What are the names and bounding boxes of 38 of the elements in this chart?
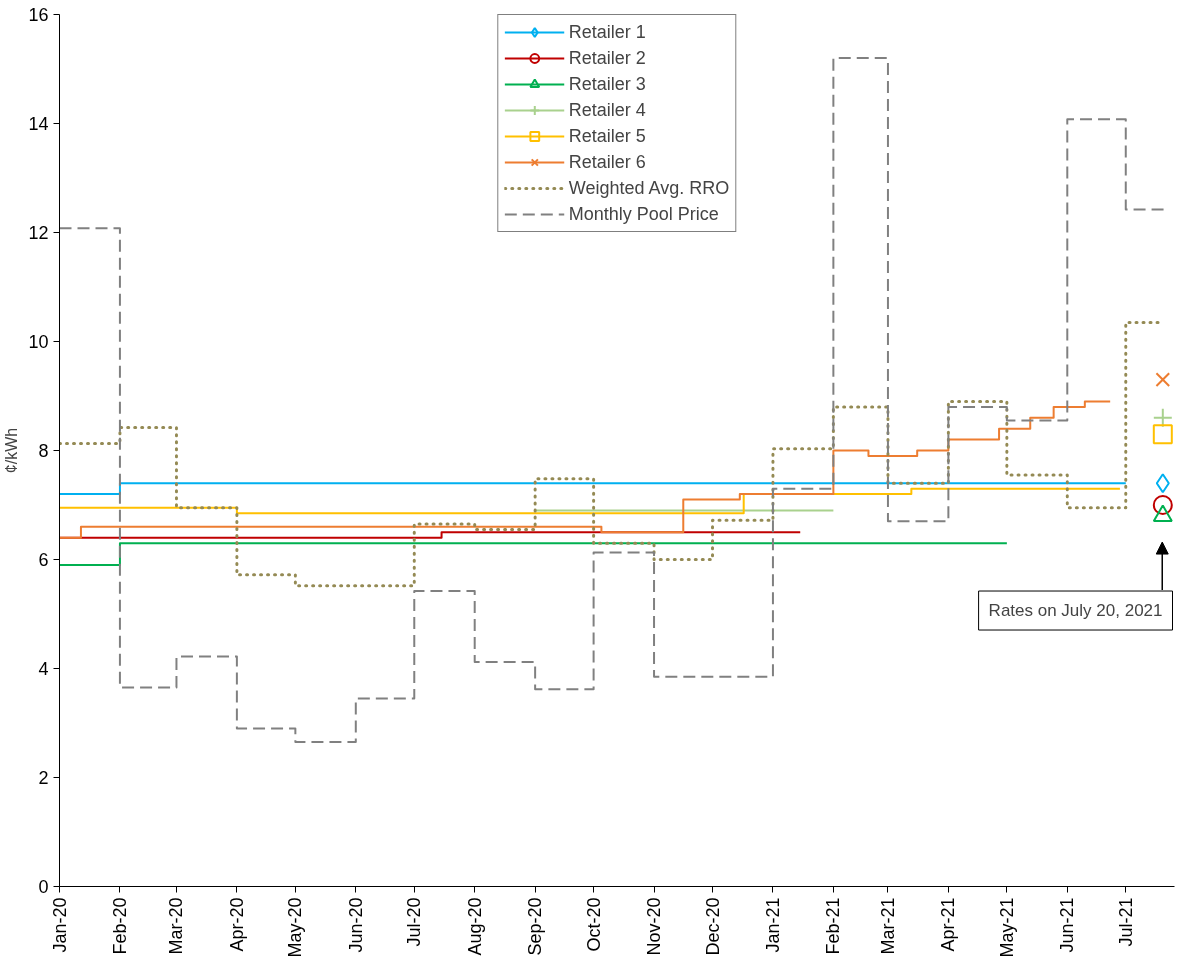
x-tick-label: Mar-20 (166, 897, 187, 955)
y-tick-label: 14 (28, 114, 49, 134)
y-tick-label: 0 (38, 877, 49, 897)
x-tick-label: May-21 (996, 897, 1017, 958)
legend-label: Retailer 4 (568, 99, 646, 121)
y-tick-label: 2 (38, 768, 49, 788)
legend-label: Retailer 3 (568, 73, 646, 95)
x-tick-label: Jan-20 (49, 897, 70, 953)
x-tick-label: Mar-21 (877, 897, 898, 955)
y-tick-label: 10 (28, 332, 49, 352)
x-tick-label: Jun-21 (1057, 897, 1078, 953)
legend-label: Retailer 1 (568, 21, 646, 43)
x-tick-label: Aug-20 (464, 897, 485, 956)
x-tick-label: Nov-20 (644, 897, 665, 956)
x-tick-label: Jan-21 (762, 897, 783, 953)
y-tick-label: 12 (28, 223, 49, 243)
x-tick-label: Feb-21 (823, 897, 844, 955)
legend-label: Retailer 5 (568, 125, 646, 147)
x-tick-label: Oct-20 (583, 897, 604, 952)
x-tick-label: Dec-20 (702, 897, 723, 956)
x-tick-label: Jul-20 (404, 897, 425, 947)
legend-label: Weighted Avg. RRO (568, 177, 730, 199)
legend-label: Retailer 2 (568, 47, 646, 69)
legend-label: Monthly Pool Price (568, 203, 719, 225)
x-tick-label: May-20 (285, 897, 306, 958)
y-tick-label: 4 (38, 659, 49, 679)
y-tick-label: 8 (38, 441, 49, 461)
legend-label: Retailer 6 (568, 151, 646, 173)
x-tick-label: Apr-20 (226, 897, 247, 952)
x-tick-label: Jul-21 (1115, 897, 1136, 947)
x-tick-label: Sep-20 (525, 897, 546, 956)
x-tick-label: Jun-20 (345, 897, 366, 953)
y-tick-label: 6 (38, 550, 49, 570)
y-axis-title: ¢/kWh (3, 427, 21, 474)
x-tick-label: Apr-21 (938, 897, 959, 952)
x-tick-label: Feb-20 (109, 897, 130, 955)
y-tick-label: 16 (28, 5, 49, 25)
annotation: Rates on July 20, 2021 (988, 601, 1163, 621)
